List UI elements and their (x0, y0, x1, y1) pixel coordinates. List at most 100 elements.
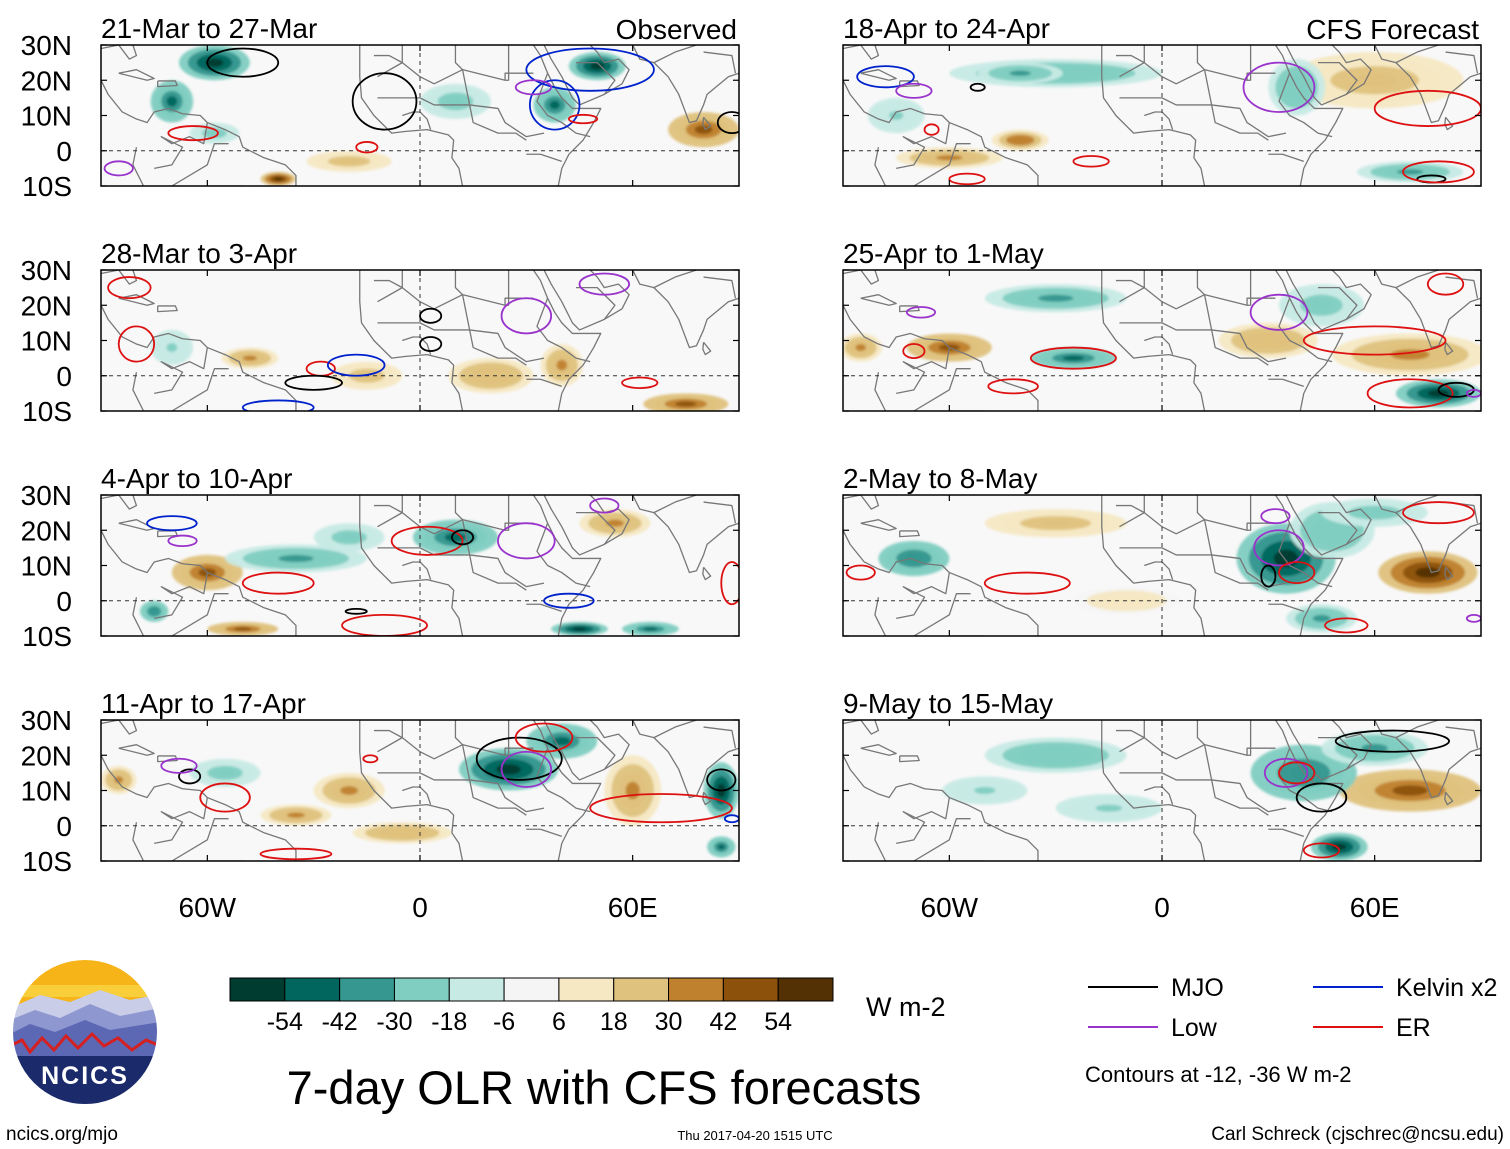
panels-layer (101, 45, 1481, 861)
country-border (373, 504, 534, 535)
kelvin-contour (528, 79, 581, 131)
country-border (575, 736, 616, 770)
site-url: ncics.org/mjo (6, 1124, 118, 1145)
mjo-contour (284, 374, 343, 391)
olr-anomaly-cell (338, 158, 360, 164)
coastline (1395, 287, 1481, 349)
country-border (1115, 504, 1276, 535)
coastline (843, 79, 1039, 186)
country-border (1203, 69, 1269, 141)
low-contour (500, 750, 553, 788)
country-border (505, 720, 510, 756)
y-tick-label: 20N (21, 740, 72, 771)
er-contour (923, 123, 940, 136)
country-border (1317, 286, 1358, 320)
country-border (1268, 603, 1304, 612)
colorbar-tick-label: -42 (322, 1008, 358, 1036)
coastline (1444, 566, 1454, 581)
low-contour (1465, 613, 1481, 623)
x-tick-label: 0 (1154, 892, 1170, 923)
mjo-contour (706, 768, 737, 792)
wave-contours (160, 722, 739, 861)
coastline (1101, 45, 1206, 186)
olr-anomaly-cell (340, 533, 358, 541)
country-border (913, 818, 971, 861)
country-border (703, 276, 737, 299)
er-contour (390, 525, 464, 556)
country-border (377, 720, 403, 753)
coastline (843, 45, 880, 60)
country-border (1374, 720, 1439, 739)
coastline (118, 294, 155, 306)
panel-period-label: 4-Apr to 10-Apr (101, 463, 292, 494)
coastline (101, 754, 297, 861)
country-border (632, 270, 697, 289)
colorbar: -54 -42 -30 -18 -6 6 18 30 42 54 (229, 977, 834, 1036)
olr-anomaly-cell (216, 769, 234, 777)
country-border (373, 54, 534, 85)
coastlines (101, 720, 739, 861)
country-border (171, 143, 229, 186)
er-contour (1072, 155, 1110, 168)
country-border (1196, 495, 1205, 521)
coastline (843, 720, 880, 735)
er-contour (1402, 501, 1475, 525)
olr-anomaly-cell (1037, 750, 1074, 760)
country-border (703, 726, 737, 749)
ncics-logo: NCICS (11, 958, 159, 1106)
olr-shading (867, 52, 1464, 183)
x-tick-label: 0 (412, 892, 428, 923)
coastline (132, 147, 145, 186)
er-contour (1366, 378, 1454, 409)
colorbar-swatch (393, 977, 450, 1002)
er-contour (259, 847, 333, 861)
coastline (843, 304, 1039, 411)
mjo-contour (351, 72, 418, 131)
y-tick-label: 10S (22, 621, 72, 652)
er-contour (1029, 346, 1117, 370)
y-tick-label: 10N (21, 326, 72, 357)
country-border (461, 519, 527, 591)
country-border (154, 347, 208, 395)
country-border (526, 828, 562, 837)
er-contour (621, 376, 659, 389)
olr-anomaly-cell (1352, 73, 1397, 88)
colorbar-tick-label: 6 (552, 1008, 566, 1036)
column-label: CFS Forecast (1306, 14, 1479, 45)
olr-anomaly-cell (278, 554, 314, 562)
low-contour (160, 757, 198, 774)
wave-contours (845, 501, 1481, 634)
coastline (653, 62, 739, 124)
country-border (1445, 51, 1479, 74)
mjo-contour (1260, 564, 1277, 588)
er-contour (241, 571, 315, 595)
coastline (1444, 341, 1454, 356)
coastline (157, 80, 178, 88)
kelvin-contour (525, 47, 655, 92)
coastlines (101, 270, 739, 411)
map-panel (101, 270, 739, 411)
y-tick-label: 20N (21, 515, 72, 546)
country-border (1115, 279, 1276, 310)
olr-anomaly-cell (1310, 299, 1333, 311)
x-tick-label: 60E (608, 892, 658, 923)
country-border (1268, 378, 1304, 387)
olr-anomaly-cell (1312, 614, 1331, 622)
coastline (843, 754, 1039, 861)
country-border (1203, 744, 1269, 816)
er-contour (845, 564, 876, 581)
map-panel (101, 45, 739, 186)
country-border (536, 72, 591, 138)
coastline (860, 294, 897, 306)
country-border (505, 45, 510, 81)
x-tick-label: 60W (179, 892, 237, 923)
y-tick-label: 10N (21, 551, 72, 582)
olr-anomaly-cell (905, 554, 923, 563)
coastline (157, 305, 178, 313)
country-border (1119, 720, 1145, 753)
coastline (359, 270, 464, 411)
country-border (1119, 495, 1145, 528)
country-border (632, 495, 697, 514)
country-border (913, 143, 971, 186)
